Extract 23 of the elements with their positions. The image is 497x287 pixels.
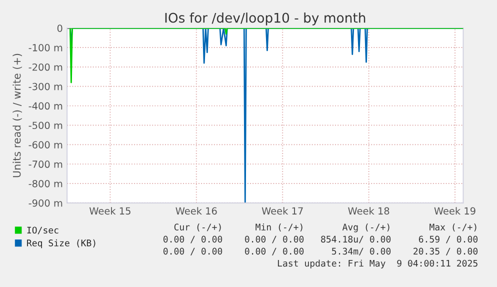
legend-label: IO/sec bbox=[27, 226, 58, 234]
y-tick-label: -800 m bbox=[28, 180, 62, 188]
y-tick-label: 0 bbox=[57, 24, 62, 32]
x-tick-label: Week 15 bbox=[89, 207, 130, 215]
text: Last update: Fri May 9 04:00:11 2025 bbox=[278, 260, 478, 268]
y-axis-title: Units read (-) / write (+) bbox=[12, 54, 22, 178]
chart-title: IOs for /dev/loop10 - by month bbox=[165, 12, 366, 26]
legend-label: Req Size (KB) bbox=[27, 239, 96, 248]
y-tick-label: -300 m bbox=[28, 82, 62, 90]
text: Cur (-/+) Min (-/+) Avg (-/+) Max (-/+) bbox=[174, 223, 476, 232]
y-tick-label: -900 m bbox=[28, 199, 62, 207]
y-tick-label: -500 m bbox=[28, 122, 62, 130]
text: 0.00 / 0.00 0.00 / 0.00 854.18u/ 0.00 6.59 / 0.00 bbox=[163, 236, 478, 244]
y-tick-label: -100 m bbox=[28, 44, 62, 52]
text: 0.00 / 0.00 0.00 / 0.00 5.34m/ 0.00 20.35 / 0.00 bbox=[163, 248, 478, 256]
x-tick-label: Week 16 bbox=[176, 207, 217, 215]
y-tick-label: -400 m bbox=[28, 102, 62, 110]
x-tick-label: Week 18 bbox=[348, 207, 390, 215]
x-tick-label: Week 17 bbox=[262, 207, 303, 215]
x-tick-label: Week 19 bbox=[434, 207, 476, 215]
y-tick-label: -700 m bbox=[28, 160, 62, 168]
y-tick-label: -600 m bbox=[28, 141, 62, 148]
y-tick-label: -200 m bbox=[28, 63, 62, 71]
